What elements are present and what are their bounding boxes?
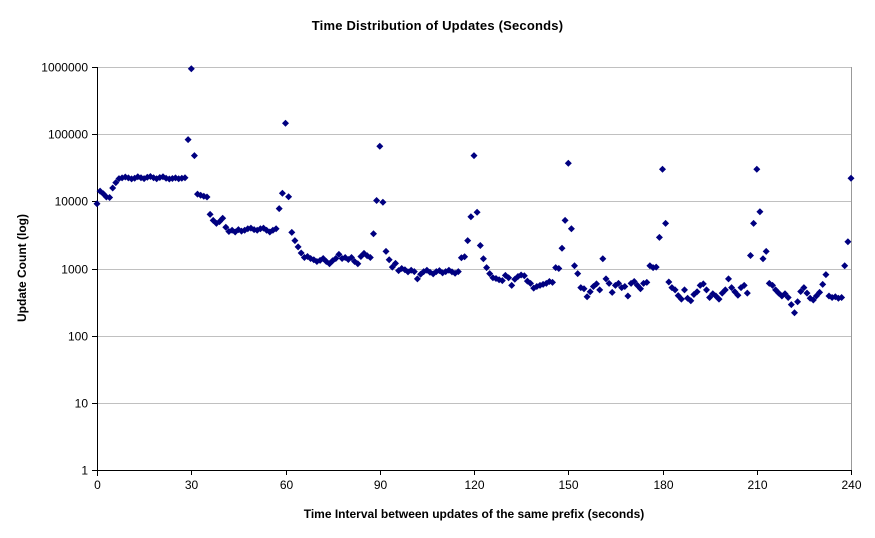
svg-text:100000: 100000	[48, 128, 88, 142]
svg-text:90: 90	[374, 478, 388, 492]
chart-title: Time Distribution of Updates (Seconds)	[311, 18, 564, 33]
svg-text:1000000: 1000000	[41, 61, 88, 75]
svg-text:210: 210	[747, 478, 767, 492]
svg-text:180: 180	[653, 478, 673, 492]
svg-text:60: 60	[280, 478, 294, 492]
svg-text:0: 0	[94, 478, 101, 492]
svg-text:1000: 1000	[61, 263, 88, 277]
svg-text:100: 100	[68, 330, 88, 344]
x-axis-label: Time Interval between updates of the sam…	[303, 507, 645, 521]
svg-text:30: 30	[185, 478, 199, 492]
svg-text:1: 1	[81, 464, 88, 478]
svg-text:10000: 10000	[55, 195, 89, 209]
svg-text:150: 150	[558, 478, 578, 492]
svg-text:120: 120	[464, 478, 484, 492]
svg-text:240: 240	[841, 478, 861, 492]
y-axis-label-text: Update Count (log)	[15, 214, 29, 322]
svg-text:10: 10	[75, 397, 89, 411]
